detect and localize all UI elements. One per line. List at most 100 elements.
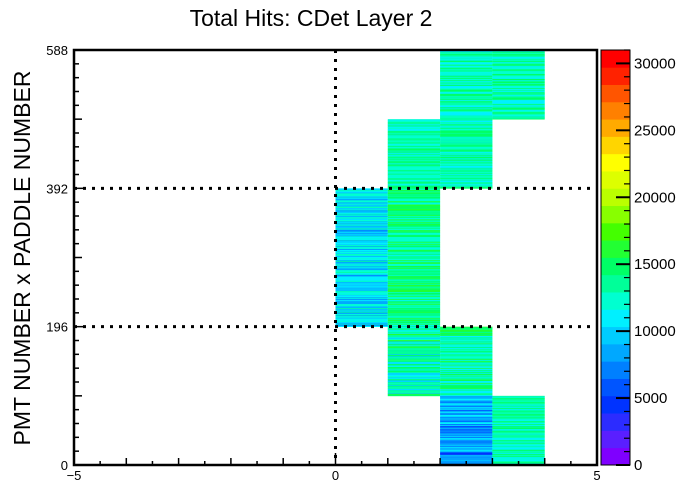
heatmap-cell	[387, 259, 441, 261]
heatmap-cell	[387, 395, 441, 397]
heatmap-cell	[387, 204, 441, 206]
heatmap-cell	[387, 222, 441, 224]
heatmap-cell	[440, 408, 493, 410]
heatmap-cell	[440, 428, 493, 430]
heatmap-cell	[387, 126, 441, 128]
heatmap-cell	[440, 127, 493, 129]
heatmap-cell	[440, 337, 493, 340]
heatmap-cell	[440, 102, 493, 104]
heatmap-cell	[440, 65, 493, 67]
heatmap-cell	[440, 385, 493, 388]
heatmap-cell	[387, 379, 441, 381]
heatmap-cell	[440, 119, 493, 121]
heatmap-cell	[440, 397, 493, 399]
heatmap-cell	[440, 355, 493, 357]
heatmap-cell	[440, 417, 493, 419]
heatmap-cell	[335, 224, 388, 226]
heatmap-cell	[440, 359, 493, 361]
heatmap-cell	[440, 64, 493, 66]
colorbar-segment	[601, 447, 630, 466]
heatmap-cell	[440, 150, 493, 152]
heatmap-cell	[440, 454, 493, 456]
heatmap-cell	[492, 429, 545, 431]
heatmap-cells	[335, 50, 545, 466]
heatmap-cell	[492, 87, 545, 89]
heatmap-cell	[335, 199, 388, 201]
heatmap-cell	[335, 210, 388, 212]
heatmap-cell	[387, 210, 441, 212]
heatmap-cell	[440, 108, 493, 110]
colorbar-tick-label: 20000	[634, 189, 676, 206]
heatmap-cell	[492, 54, 545, 56]
heatmap-cell	[387, 233, 441, 235]
heatmap-cell	[440, 174, 493, 176]
heatmap-cell	[387, 263, 441, 265]
heatmap-cell	[440, 62, 493, 64]
heatmap-cell	[387, 256, 441, 258]
heatmap-cell	[492, 445, 545, 447]
heatmap-cell	[492, 102, 545, 104]
heatmap-cell	[440, 112, 493, 114]
heatmap-cell	[387, 260, 441, 262]
heatmap-cell	[387, 166, 441, 168]
heatmap-cell	[440, 123, 493, 125]
heatmap-cell	[387, 258, 441, 260]
heatmap-cell	[492, 423, 545, 425]
heatmap-cell	[387, 295, 441, 297]
heatmap-cell	[335, 266, 388, 268]
heatmap-cell	[440, 184, 493, 186]
heatmap-cell	[387, 162, 441, 164]
heatmap-cell	[387, 154, 441, 156]
heatmap-cell	[440, 56, 493, 58]
heatmap-cell	[387, 383, 441, 385]
heatmap-cell	[440, 458, 493, 460]
heatmap-cell	[335, 298, 388, 300]
heatmap-cell	[440, 373, 493, 375]
heatmap-cell	[335, 232, 388, 234]
heatmap-cell	[387, 212, 441, 214]
heatmap-cell	[387, 199, 441, 201]
heatmap-cell	[387, 181, 441, 183]
heatmap-cell	[387, 265, 441, 268]
heatmap-cell	[387, 129, 441, 131]
heatmap-cell	[335, 306, 388, 308]
color-scale-bar: 0 5000 10000 15000 20000 25000 30000	[600, 49, 676, 474]
heatmap-cell	[387, 209, 441, 211]
heatmap-cell	[387, 206, 441, 208]
heatmap-cell	[387, 268, 441, 270]
heatmap-cell	[492, 433, 545, 436]
heatmap-cell	[440, 352, 493, 354]
heatmap-cell	[492, 430, 545, 432]
heatmap-cell	[492, 419, 545, 421]
heatmap-cell	[440, 376, 493, 378]
heatmap-cell	[387, 263, 441, 265]
heatmap-cell	[440, 456, 493, 458]
heatmap-cell	[492, 415, 545, 417]
heatmap-cell	[440, 87, 493, 89]
heatmap-cell	[335, 225, 388, 227]
heatmap-cell	[387, 348, 441, 350]
heatmap-cell	[440, 381, 493, 383]
heatmap-cell	[335, 264, 388, 266]
heatmap-cell	[387, 289, 441, 292]
heatmap-cell	[335, 191, 388, 193]
heatmap-cell	[387, 297, 441, 299]
heatmap-cell	[387, 283, 441, 285]
heatmap-cell	[387, 328, 441, 330]
heatmap-cell	[492, 438, 545, 440]
heatmap-cell	[387, 281, 441, 283]
heatmap-cell	[335, 301, 388, 304]
heatmap-cell	[440, 357, 493, 359]
heatmap-cell	[492, 81, 545, 83]
heatmap-cell	[492, 443, 545, 445]
heatmap-cell	[335, 220, 388, 222]
heatmap-cell	[440, 414, 493, 416]
heatmap-cell	[440, 450, 493, 452]
heatmap-cell	[492, 398, 545, 400]
heatmap-cell	[440, 76, 493, 78]
heatmap-cell	[387, 350, 441, 352]
heatmap-cell	[440, 416, 493, 418]
heatmap-cell	[335, 316, 388, 318]
heatmap-cell	[387, 205, 441, 207]
heatmap-cell	[440, 374, 493, 376]
